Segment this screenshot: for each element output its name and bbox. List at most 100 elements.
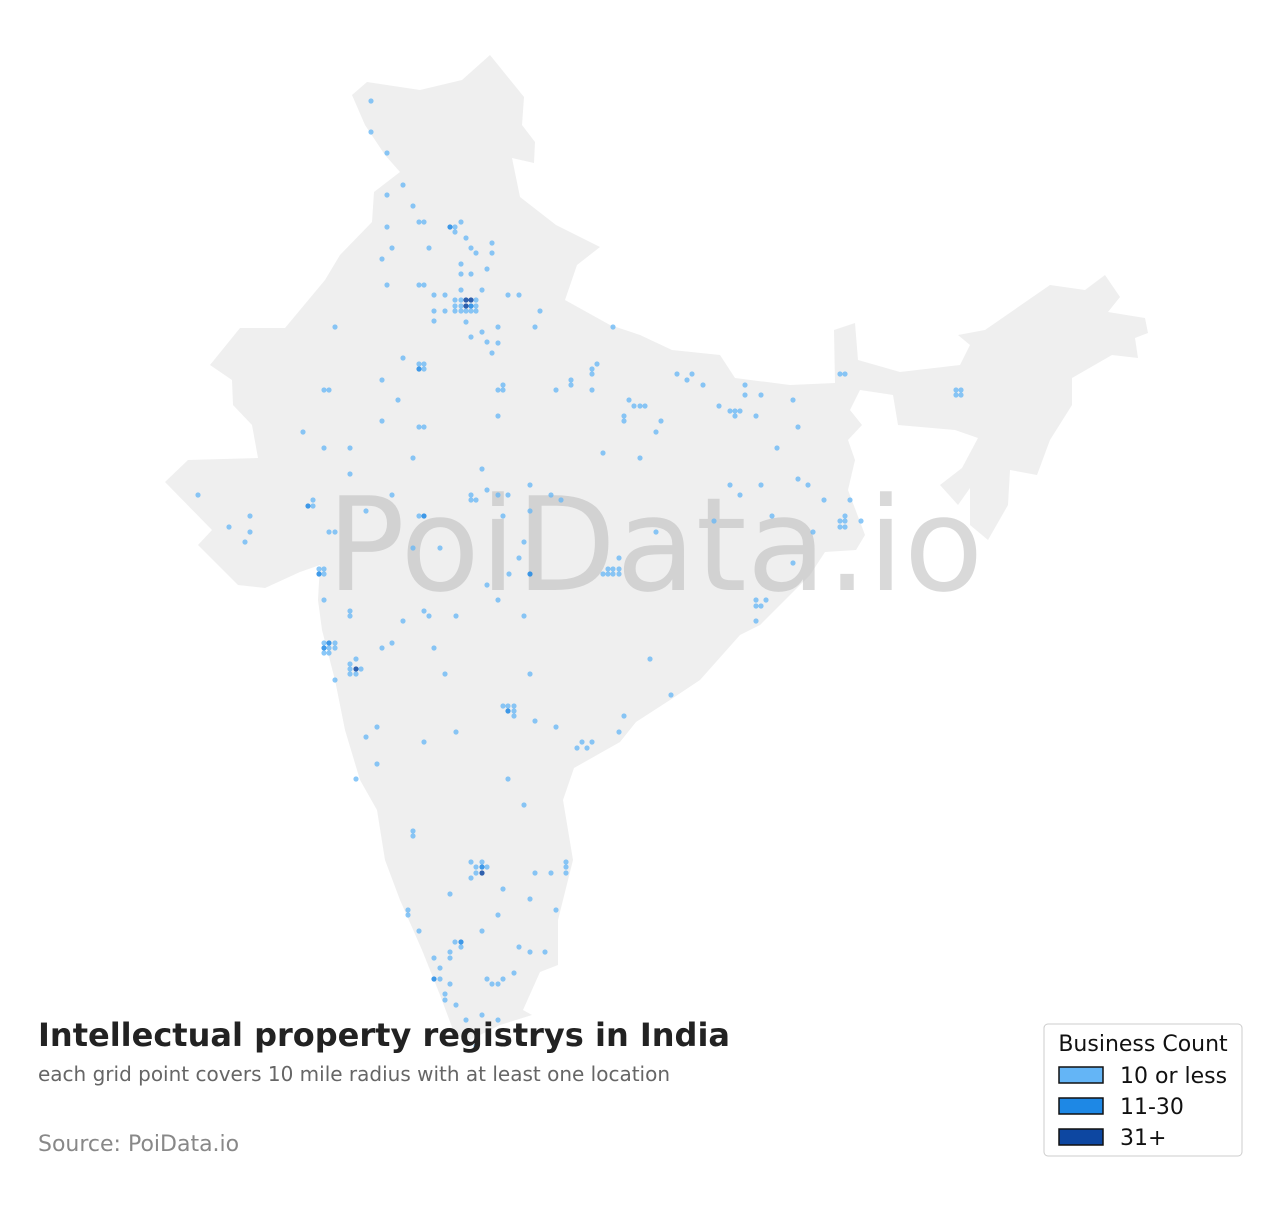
grid-point — [458, 297, 464, 303]
grid-point — [421, 513, 427, 519]
grid-point — [842, 513, 848, 519]
grid-point — [953, 392, 959, 398]
grid-point — [458, 308, 464, 314]
grid-point — [484, 487, 490, 493]
grid-point — [468, 308, 474, 314]
grid-point — [453, 729, 459, 735]
grid-points — [195, 98, 964, 1049]
grid-point — [642, 403, 648, 409]
grid-point — [321, 650, 327, 656]
grid-point — [437, 965, 443, 971]
grid-point — [579, 739, 585, 745]
grid-point — [379, 645, 385, 651]
grid-point — [321, 566, 327, 572]
grid-point — [711, 518, 717, 524]
grid-point — [452, 308, 458, 314]
grid-point — [742, 392, 748, 398]
grid-point — [479, 466, 485, 472]
grid-point — [247, 513, 253, 519]
grid-point — [453, 1002, 459, 1008]
grid-point — [548, 492, 554, 498]
grid-point — [405, 912, 411, 918]
grid-point — [847, 497, 853, 503]
grid-point — [400, 355, 406, 361]
grid-point — [332, 529, 338, 535]
grid-point — [326, 650, 332, 656]
grid-point — [621, 713, 627, 719]
grid-point — [458, 271, 464, 277]
grid-point — [842, 518, 848, 524]
grid-point — [347, 608, 353, 614]
grid-point — [468, 875, 474, 881]
grid-point — [737, 492, 743, 498]
grid-point — [347, 661, 353, 667]
grid-point — [326, 645, 332, 651]
grid-point — [563, 870, 569, 876]
grid-point — [616, 555, 622, 561]
grid-point — [384, 224, 390, 230]
grid-point — [805, 482, 811, 488]
grid-point — [463, 297, 469, 303]
legend: 10 or less 11-30 31+ — [1058, 1064, 1227, 1151]
grid-point — [458, 944, 464, 950]
grid-point — [321, 445, 327, 451]
grid-point — [500, 513, 506, 519]
grid-point — [431, 308, 437, 314]
grid-point — [347, 471, 353, 477]
grid-point — [795, 476, 801, 482]
grid-point — [363, 734, 369, 740]
grid-point — [353, 671, 359, 677]
grid-point — [574, 745, 580, 751]
grid-point — [958, 387, 964, 393]
grid-point — [473, 308, 479, 314]
grid-point — [374, 761, 380, 767]
grid-point — [637, 403, 643, 409]
grid-point — [495, 492, 501, 498]
grid-point — [405, 907, 411, 913]
grid-point — [479, 1012, 485, 1018]
grid-point — [468, 497, 474, 503]
grid-point — [553, 387, 559, 393]
grid-point — [431, 955, 437, 961]
grid-point — [521, 802, 527, 808]
grid-point — [389, 245, 395, 251]
grid-point — [463, 303, 469, 309]
grid-point — [758, 392, 764, 398]
grid-point — [426, 613, 432, 619]
grid-point — [753, 618, 759, 624]
grid-point — [542, 949, 548, 955]
grid-point — [758, 482, 764, 488]
grid-point — [384, 192, 390, 198]
grid-point — [431, 645, 437, 651]
grid-point — [527, 482, 533, 488]
grid-point — [479, 864, 485, 870]
grid-point — [442, 671, 448, 677]
grid-point — [610, 566, 616, 572]
grid-point — [548, 870, 554, 876]
grid-point — [473, 870, 479, 876]
grid-point — [958, 392, 964, 398]
grid-point — [473, 1043, 479, 1049]
grid-point — [479, 928, 485, 934]
grid-point — [326, 529, 332, 535]
grid-point — [684, 377, 690, 383]
grid-point — [437, 545, 443, 551]
grid-point — [495, 387, 501, 393]
grid-point — [500, 703, 506, 709]
grid-point — [452, 939, 458, 945]
grid-point — [521, 613, 527, 619]
grid-point — [753, 603, 759, 609]
grid-point — [495, 912, 501, 918]
grid-point — [468, 297, 474, 303]
grid-point — [837, 371, 843, 377]
grid-point — [495, 413, 501, 419]
grid-point — [763, 597, 769, 603]
grid-point — [505, 492, 511, 498]
grid-point — [616, 566, 622, 572]
grid-point — [316, 566, 322, 572]
grid-point — [347, 671, 353, 677]
grid-point — [568, 377, 574, 383]
grid-point — [468, 303, 474, 309]
grid-point — [347, 666, 353, 672]
grid-point — [431, 292, 437, 298]
